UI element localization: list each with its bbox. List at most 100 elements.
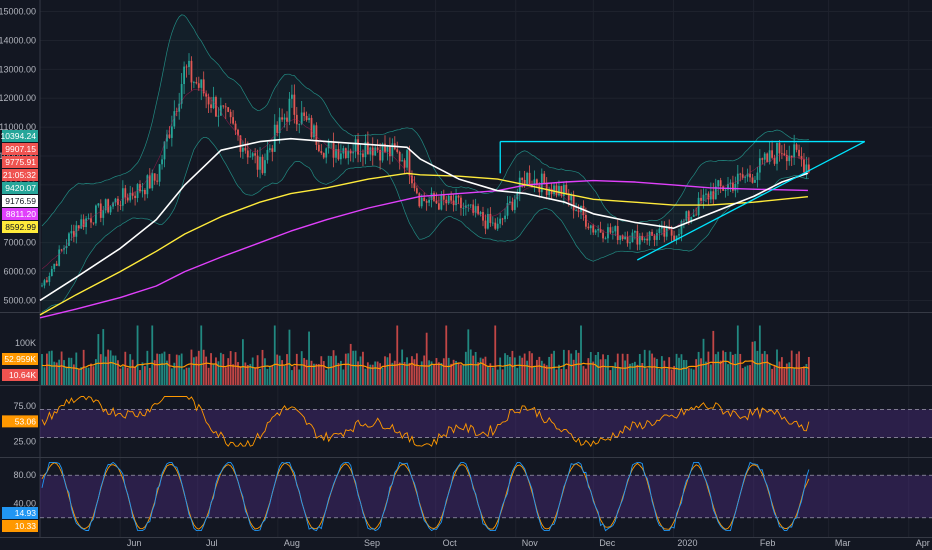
candle-body: [70, 231, 73, 234]
candle-body: [281, 117, 283, 120]
stoch-axis-label: 80.00: [13, 470, 36, 480]
candle-body: [239, 135, 242, 152]
candle-body: [344, 148, 347, 158]
volume-bar: [77, 369, 80, 385]
candle-body: [112, 202, 114, 207]
candle-body: [631, 232, 634, 243]
candle-body: [406, 150, 408, 168]
volume-bar: [180, 353, 183, 385]
volume-bar: [771, 368, 773, 385]
volume-bar: [188, 367, 190, 385]
candle-body: [251, 153, 254, 157]
volume-bar: [254, 367, 257, 385]
price-tag-label: 8811.20: [6, 209, 36, 219]
volume-bar: [732, 354, 734, 385]
volume-bar: [663, 360, 666, 385]
volume-bar: [687, 368, 690, 385]
candle-body: [151, 173, 154, 189]
volume-bar: [670, 369, 673, 385]
candle-body: [97, 203, 100, 206]
candle-body: [46, 280, 48, 282]
candle-body: [320, 151, 323, 154]
volume-bar: [80, 367, 83, 385]
candle-body: [570, 194, 573, 201]
candle-body: [658, 228, 661, 234]
candle-body: [594, 230, 597, 233]
volume-bar: [597, 352, 600, 385]
candle-body: [428, 199, 430, 203]
volume-bar: [599, 359, 602, 385]
rsi-tag-label: 53.06: [15, 416, 37, 426]
stoch-axis-label: 40.00: [13, 499, 36, 509]
candle-body: [408, 150, 411, 176]
volume-bar: [528, 351, 531, 385]
volume-bar: [629, 363, 631, 385]
volume-bar: [788, 362, 791, 385]
candle-body: [634, 231, 636, 233]
price-tag-label: 9775.91: [5, 157, 36, 167]
bollinger-lower: [41, 136, 809, 313]
volume-bar: [714, 354, 717, 385]
candle-body: [773, 157, 776, 164]
volume-bar: [58, 359, 61, 385]
candle-body: [599, 229, 602, 233]
volume-bar: [357, 361, 359, 385]
volume-bar: [144, 366, 146, 385]
candle-body: [313, 125, 315, 138]
candle-body: [374, 147, 377, 156]
volume-bar: [197, 350, 200, 385]
volume-bar: [291, 370, 293, 385]
price-tag-label: 21:05:32: [3, 170, 36, 180]
volume-bar: [763, 351, 766, 385]
candle-body: [168, 134, 171, 138]
candle-body: [210, 104, 212, 109]
volume-bar: [526, 360, 528, 385]
volume-bar: [55, 362, 58, 385]
candle-body: [430, 193, 433, 200]
price-tag-bg: [2, 208, 38, 220]
candle-body: [651, 231, 653, 236]
candle-body: [396, 149, 399, 152]
volume-bar: [136, 325, 139, 385]
volume-bar: [766, 354, 769, 385]
candle-body: [403, 160, 406, 168]
volume-bar: [678, 357, 680, 385]
volume-bar: [543, 363, 546, 385]
candle-body: [195, 82, 198, 84]
candle-body: [185, 66, 188, 68]
volume-bar: [48, 351, 51, 385]
candle-body: [286, 117, 288, 122]
candle-body: [457, 195, 460, 198]
volume-bar: [161, 353, 163, 385]
volume-bar: [435, 358, 438, 385]
volume-bar: [428, 360, 430, 385]
candle-body: [229, 111, 232, 118]
candle-body: [197, 83, 200, 88]
price-tag-bg: [2, 169, 38, 181]
time-axis-label: Apr: [916, 538, 930, 548]
volume-bar: [562, 349, 565, 385]
volume-bar: [773, 365, 776, 385]
candle-body: [310, 117, 313, 138]
time-axis-label: Mar: [835, 538, 851, 548]
volume-bar: [641, 362, 644, 385]
bollinger-band-fill: [42, 14, 809, 313]
volume-bar: [521, 357, 524, 385]
candle-body: [611, 231, 614, 233]
volume-bar: [550, 353, 553, 385]
volume-bar: [558, 364, 560, 385]
volume-bar: [237, 362, 239, 385]
candle-body: [553, 185, 555, 195]
volume-bar: [656, 358, 658, 385]
candle-body: [222, 105, 225, 107]
candle-body: [87, 218, 90, 220]
candle-body: [653, 235, 656, 240]
candle-body: [200, 79, 203, 88]
volume-bar: [175, 354, 178, 385]
volume-bar: [545, 365, 548, 385]
volume-tag-label: 52.959K: [4, 354, 36, 364]
volume-bar: [460, 364, 462, 385]
volume-bar: [95, 359, 97, 385]
